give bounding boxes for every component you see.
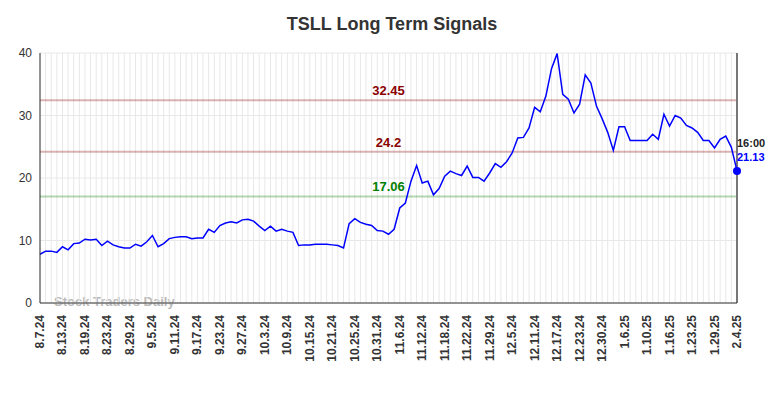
svg-text:8.7.24: 8.7.24 — [33, 315, 47, 349]
svg-text:11.22.24: 11.22.24 — [460, 315, 474, 361]
svg-text:32.45: 32.45 — [372, 83, 405, 98]
svg-text:17.06: 17.06 — [372, 179, 405, 194]
svg-text:8.29.24: 8.29.24 — [123, 315, 137, 355]
svg-text:8.23.24: 8.23.24 — [100, 315, 114, 355]
svg-text:8.19.24: 8.19.24 — [78, 315, 92, 355]
svg-text:9.27.24: 9.27.24 — [235, 315, 249, 355]
html-text:TSLL Long Term Signals: TSLL Long Term Signals — [286, 14, 498, 34]
svg-text:11.6.24: 11.6.24 — [393, 315, 407, 355]
svg-text:8.13.24: 8.13.24 — [55, 315, 69, 355]
svg-text:1.23.25: 1.23.25 — [685, 315, 699, 355]
html-text:Stock Traders Daily: Stock Traders Daily — [54, 294, 175, 309]
svg-text:10.9.24: 10.9.24 — [280, 315, 294, 355]
svg-text:20: 20 — [19, 171, 33, 185]
svg-text:12.17.24: 12.17.24 — [550, 315, 564, 362]
svg-text:9.17.24: 9.17.24 — [190, 315, 204, 355]
svg-text:10.25.24: 10.25.24 — [348, 315, 362, 362]
svg-text:11.18.24: 11.18.24 — [438, 315, 452, 361]
svg-text:1.16.25: 1.16.25 — [663, 315, 677, 355]
svg-text:9.23.24: 9.23.24 — [213, 315, 227, 355]
svg-text:12.11.24: 12.11.24 — [528, 315, 542, 361]
svg-text:1.6.25: 1.6.25 — [618, 315, 632, 349]
svg-text:9.5.24: 9.5.24 — [145, 315, 159, 349]
svg-text:10: 10 — [19, 234, 33, 248]
svg-text:21.13: 21.13 — [737, 151, 765, 163]
svg-text:30: 30 — [19, 109, 33, 123]
svg-text:1.10.25: 1.10.25 — [640, 315, 654, 355]
svg-text:12.5.24: 12.5.24 — [505, 315, 519, 355]
svg-text:16:00: 16:00 — [737, 137, 765, 149]
svg-text:1.29.25: 1.29.25 — [708, 315, 722, 355]
svg-text:10.15.24: 10.15.24 — [303, 315, 317, 362]
svg-text:2.4.25: 2.4.25 — [730, 315, 744, 349]
svg-text:10.21.24: 10.21.24 — [325, 315, 339, 362]
svg-text:12.30.24: 12.30.24 — [595, 315, 609, 362]
svg-text:11.12.24: 11.12.24 — [415, 315, 429, 361]
svg-text:10.31.24: 10.31.24 — [370, 315, 384, 362]
svg-text:11.29.24: 11.29.24 — [483, 315, 497, 361]
svg-text:24.2: 24.2 — [376, 135, 401, 150]
svg-text:10.3.24: 10.3.24 — [258, 315, 272, 355]
svg-text:0: 0 — [25, 296, 32, 310]
svg-text:40: 40 — [19, 46, 33, 60]
svg-text:9.11.24: 9.11.24 — [168, 315, 182, 355]
svg-text:12.23.24: 12.23.24 — [573, 315, 587, 362]
